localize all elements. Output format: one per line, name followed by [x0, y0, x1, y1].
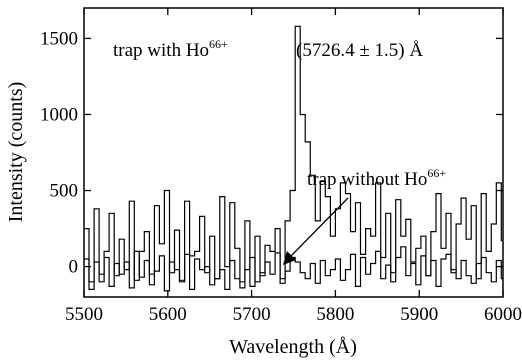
- with-ho-label: trap with Ho: [113, 40, 209, 61]
- x-tick-label: 5600: [149, 304, 187, 325]
- axis-tick-labels: 5500 5600 5700 5800 5900 6000 0 500 1000 1500: [40, 28, 522, 325]
- x-tick-label: 5900: [400, 304, 438, 325]
- y-tick-label: 0: [69, 257, 79, 278]
- annotation-arrow-shaft: [288, 197, 349, 259]
- y-axis-label: Intensity (counts): [5, 82, 27, 223]
- with-ho-annotation: trap with Ho66+: [113, 37, 228, 61]
- annotation-arrow-head: [283, 251, 296, 265]
- series-group: [84, 25, 503, 292]
- x-axis-label: Wavelength (Å): [229, 336, 357, 358]
- series-line-1: [84, 25, 503, 287]
- y-tick-label: 1500: [40, 28, 78, 49]
- x-tick-label: 5800: [316, 304, 354, 325]
- peak-wavelength-annotation: (5726.4 ± 1.5) Å: [296, 40, 423, 61]
- x-tick-label: 6000: [484, 304, 522, 325]
- without-ho-label: trap without Ho: [307, 169, 427, 190]
- x-tick-label: 5500: [65, 304, 103, 325]
- x-tick-label: 5700: [233, 304, 271, 325]
- without-ho-superscript: 66+: [427, 166, 446, 180]
- y-tick-label: 500: [50, 181, 79, 202]
- with-ho-superscript: 66+: [209, 37, 228, 51]
- without-ho-annotation: trap without Ho66+: [307, 166, 446, 190]
- y-tick-label: 1000: [40, 104, 78, 125]
- plot-frame: [83, 7, 504, 298]
